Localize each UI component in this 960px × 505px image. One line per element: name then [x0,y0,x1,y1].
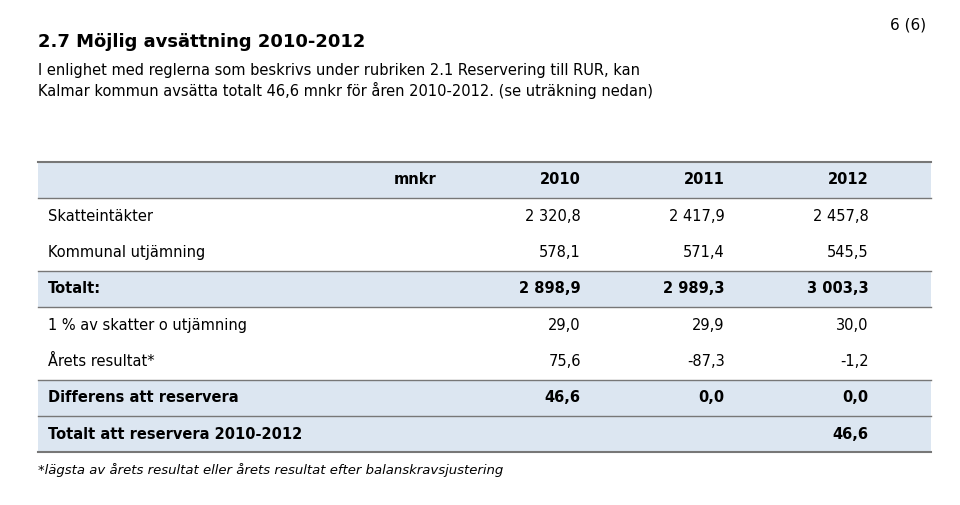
Text: 0,0: 0,0 [843,390,869,406]
Text: Differens att reservera: Differens att reservera [48,390,239,406]
Text: 1 % av skatter o utjämning: 1 % av skatter o utjämning [48,318,247,333]
Text: I enlighet med reglerna som beskrivs under rubriken 2.1 Reservering till RUR, ka: I enlighet med reglerna som beskrivs und… [38,63,640,78]
Text: 578,1: 578,1 [540,245,581,260]
Text: 2 417,9: 2 417,9 [669,209,725,224]
Text: 2010: 2010 [540,172,581,187]
Text: Kalmar kommun avsätta totalt 46,6 mnkr för åren 2010-2012. (se uträkning nedan): Kalmar kommun avsätta totalt 46,6 mnkr f… [38,82,654,99]
Text: 30,0: 30,0 [836,318,869,333]
Text: 2.7 Möjlig avsättning 2010-2012: 2.7 Möjlig avsättning 2010-2012 [38,33,366,51]
Text: Skatteintäkter: Skatteintäkter [48,209,153,224]
Text: Totalt att reservera 2010-2012: Totalt att reservera 2010-2012 [48,427,302,442]
Text: 2 989,3: 2 989,3 [663,281,725,296]
Text: -87,3: -87,3 [687,354,725,369]
Text: mnkr: mnkr [394,172,437,187]
Text: -1,2: -1,2 [840,354,869,369]
Text: 571,4: 571,4 [684,245,725,260]
Text: 2 320,8: 2 320,8 [525,209,581,224]
Text: 46,6: 46,6 [833,427,869,442]
Text: 46,6: 46,6 [544,390,581,406]
Text: 29,0: 29,0 [548,318,581,333]
Text: Kommunal utjämning: Kommunal utjämning [48,245,205,260]
Text: 2 457,8: 2 457,8 [813,209,869,224]
Text: 29,9: 29,9 [692,318,725,333]
Text: 2012: 2012 [828,172,869,187]
Text: 2 898,9: 2 898,9 [519,281,581,296]
Text: Årets resultat*: Årets resultat* [48,354,155,369]
Text: 545,5: 545,5 [828,245,869,260]
Text: 2011: 2011 [684,172,725,187]
Text: 75,6: 75,6 [548,354,581,369]
Text: 6 (6): 6 (6) [890,18,926,33]
Text: 3 003,3: 3 003,3 [807,281,869,296]
Text: Totalt:: Totalt: [48,281,101,296]
Text: 0,0: 0,0 [699,390,725,406]
Text: *lägsta av årets resultat eller årets resultat efter balanskravsjustering: *lägsta av årets resultat eller årets re… [38,463,504,477]
